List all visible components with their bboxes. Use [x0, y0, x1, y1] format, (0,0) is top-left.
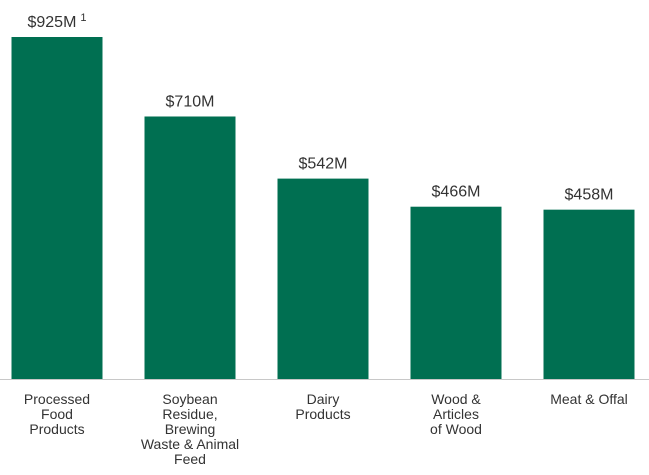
- bar-0: [11, 37, 103, 379]
- value-label-4: $458M: [565, 187, 614, 204]
- value-label-3: $466M: [432, 184, 481, 201]
- category-label-3: Wood & Articles of Wood: [430, 391, 482, 437]
- value-label-0: $925M 1: [27, 12, 86, 31]
- footnote-marker: 1: [80, 12, 86, 24]
- category-label-0: Processed Food Products: [24, 391, 90, 437]
- bars-group: [11, 37, 635, 380]
- bar-3: [410, 206, 502, 379]
- category-label-4: Meat & Offal: [550, 391, 628, 407]
- value-labels-group: $925M 1 $710M $542M $466M $458M: [27, 12, 613, 204]
- bar-4: [543, 209, 635, 379]
- bar-2: [277, 178, 369, 379]
- category-label-1: Soybean Residue, Brewing Waste & Animal Feed: [141, 391, 239, 467]
- value-label-1: $710M: [166, 93, 215, 110]
- category-label-2: Dairy Products: [295, 391, 350, 422]
- value-label-2: $542M: [299, 156, 348, 173]
- bar-1: [144, 116, 236, 380]
- category-labels-group: Processed Food Products Soybean Residue, Brew…: [24, 391, 628, 467]
